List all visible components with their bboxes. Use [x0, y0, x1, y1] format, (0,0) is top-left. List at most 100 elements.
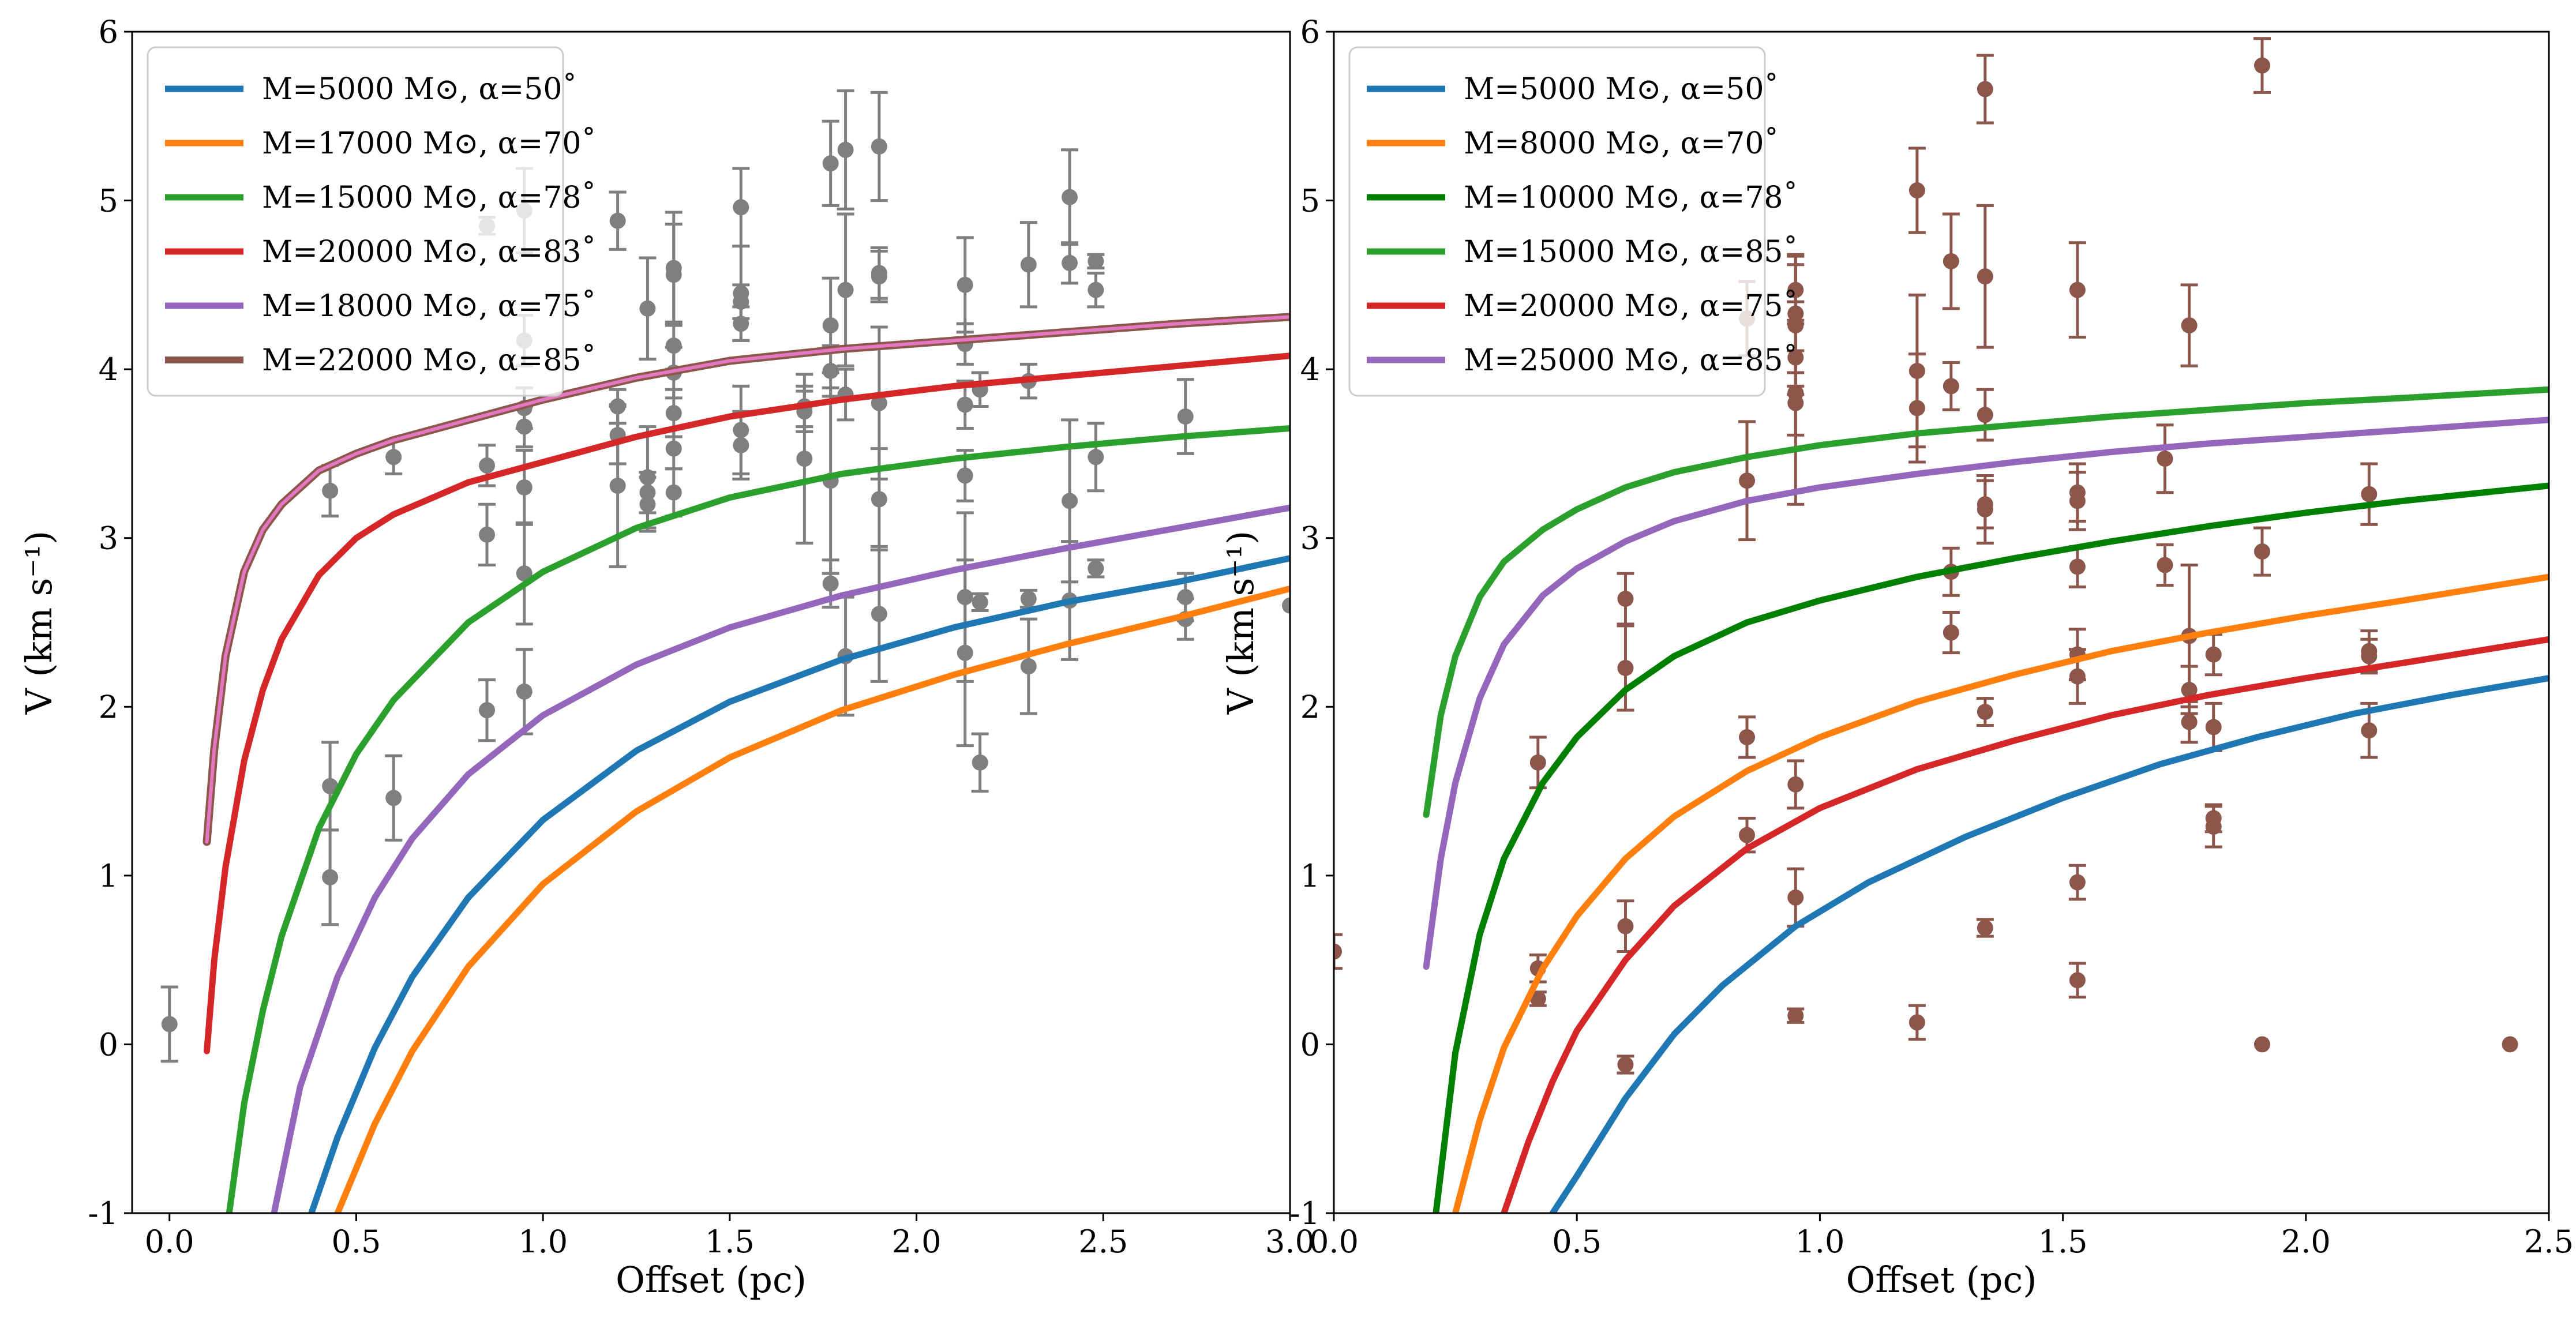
- data-point: [1943, 624, 1959, 641]
- data-point: [2205, 719, 2222, 735]
- data-point: [385, 790, 402, 806]
- legend-label: M=25000 M⊙, α=85˚: [1464, 343, 1798, 378]
- x-tick-label: 2.5: [1078, 1224, 1128, 1260]
- data-point: [2157, 451, 2173, 467]
- data-point: [609, 212, 626, 229]
- legend-entry: M=15000 M⊙, α=78˚: [165, 181, 597, 215]
- legend-entry: M=5000 M⊙, α=50˚: [165, 72, 577, 107]
- data-point: [2253, 543, 2270, 560]
- model-curves: [203, 313, 1290, 1213]
- legend-entry: M=10000 M⊙, α=78˚: [1367, 181, 1798, 215]
- data-point: [1617, 1056, 1634, 1073]
- model-curves: [1423, 386, 2549, 1213]
- data-point: [796, 451, 813, 467]
- data-point: [1177, 589, 1194, 606]
- legend-label: M=22000 M⊙, α=85˚: [262, 343, 597, 378]
- data-point: [1617, 659, 1634, 676]
- data-point: [2205, 646, 2222, 663]
- x-axis-label: Offset (pc): [1846, 1259, 2037, 1301]
- plot-frame: [131, 31, 1291, 1214]
- data-point: [1977, 81, 1993, 97]
- data-point: [516, 479, 533, 496]
- x-axis-label: Offset (pc): [616, 1259, 807, 1301]
- legend: M=5000 M⊙, α=50˚ M=8000 M⊙, α=70˚ M=10000 …: [1348, 46, 1798, 397]
- data-point: [639, 300, 656, 317]
- data-point: [822, 155, 839, 172]
- data-point: [516, 418, 533, 435]
- data-point: [1977, 920, 1993, 936]
- y-tick-label: 6: [99, 14, 118, 50]
- x-tick-label: 2.0: [2281, 1224, 2331, 1260]
- y-tick-label: -1: [1289, 1195, 1320, 1232]
- data-point: [1977, 268, 1993, 285]
- data-point: [665, 405, 682, 422]
- x-tick-label: 0.5: [1552, 1224, 1602, 1260]
- y-tick-label: 0: [1300, 1026, 1320, 1063]
- data-point: [957, 467, 973, 484]
- data-point: [1739, 472, 1756, 489]
- left-panel: 0.0 0.5 1.0 1.5 2.0 2.5 3.0 -1 0 1 2 3 4 5 6 Offset (pc…: [18, 14, 1315, 1301]
- data-points: [1334, 37, 2518, 1075]
- legend-label: M=5000 M⊙, α=50˚: [1464, 72, 1779, 107]
- data-point: [733, 199, 749, 216]
- x-tick-label: 0.5: [332, 1224, 381, 1260]
- data-point: [2069, 558, 2086, 575]
- data-point: [161, 1016, 178, 1033]
- x-tick-label: 0.0: [1309, 1224, 1359, 1260]
- data-point: [1062, 189, 1078, 205]
- data-point: [1529, 754, 1546, 771]
- y-tick-label: 2: [99, 689, 118, 725]
- data-point: [822, 317, 839, 334]
- legend-label: M=5000 M⊙, α=50˚: [262, 72, 577, 107]
- data-point: [822, 363, 839, 380]
- legend-label: M=20000 M⊙, α=83˚: [262, 235, 597, 269]
- data-point: [1787, 776, 1804, 793]
- x-tick-label: 1.0: [518, 1224, 568, 1260]
- y-tick-label: 0: [99, 1026, 118, 1063]
- data-point: [665, 484, 682, 501]
- series-line: [204, 352, 1290, 1054]
- data-point: [665, 337, 682, 354]
- data-point: [1977, 501, 1993, 517]
- data-point: [871, 606, 887, 622]
- data-point: [1529, 990, 1546, 1007]
- series-line: [1452, 573, 2549, 1213]
- legend-entry: M=17000 M⊙, α=70˚: [165, 126, 597, 161]
- data-point: [2157, 557, 2173, 573]
- data-point: [609, 478, 626, 494]
- data-point: [2069, 972, 2086, 989]
- data-point: [957, 644, 973, 661]
- data-point: [1787, 395, 1804, 411]
- series-line: [308, 555, 1290, 1213]
- legend: M=5000 M⊙, α=50˚ M=17000 M⊙, α=70˚ M=15000…: [147, 46, 597, 397]
- y-tick-label: 3: [1300, 520, 1320, 557]
- data-point: [1617, 591, 1634, 607]
- data-point: [1787, 1007, 1804, 1024]
- data-point: [972, 754, 988, 771]
- data-point: [733, 316, 749, 332]
- data-point: [2361, 486, 2378, 502]
- y-tick-label: 4: [99, 351, 118, 388]
- data-point: [1739, 729, 1756, 745]
- data-point: [1177, 408, 1194, 425]
- data-point: [2181, 714, 2198, 730]
- data-point: [322, 869, 339, 885]
- legend-entry: M=22000 M⊙, α=85˚: [165, 343, 597, 378]
- data-point: [2069, 874, 2086, 891]
- legend-label: M=15000 M⊙, α=85˚: [1464, 235, 1798, 269]
- data-point: [1088, 560, 1104, 577]
- y-tick-label: 1: [99, 858, 118, 894]
- legend-label: M=20000 M⊙, α=75˚: [1464, 289, 1798, 324]
- data-point: [1977, 407, 1993, 423]
- series-line: [1433, 482, 2549, 1213]
- data-point: [871, 268, 887, 285]
- data-point: [665, 440, 682, 457]
- data-point: [733, 437, 749, 453]
- legend-label: M=18000 M⊙, α=75˚: [262, 289, 597, 324]
- data-point: [665, 267, 682, 283]
- y-tick-label: 4: [1300, 351, 1320, 388]
- data-point: [1943, 378, 1959, 395]
- plot-frame: [1333, 31, 2550, 1214]
- data-point: [479, 457, 496, 474]
